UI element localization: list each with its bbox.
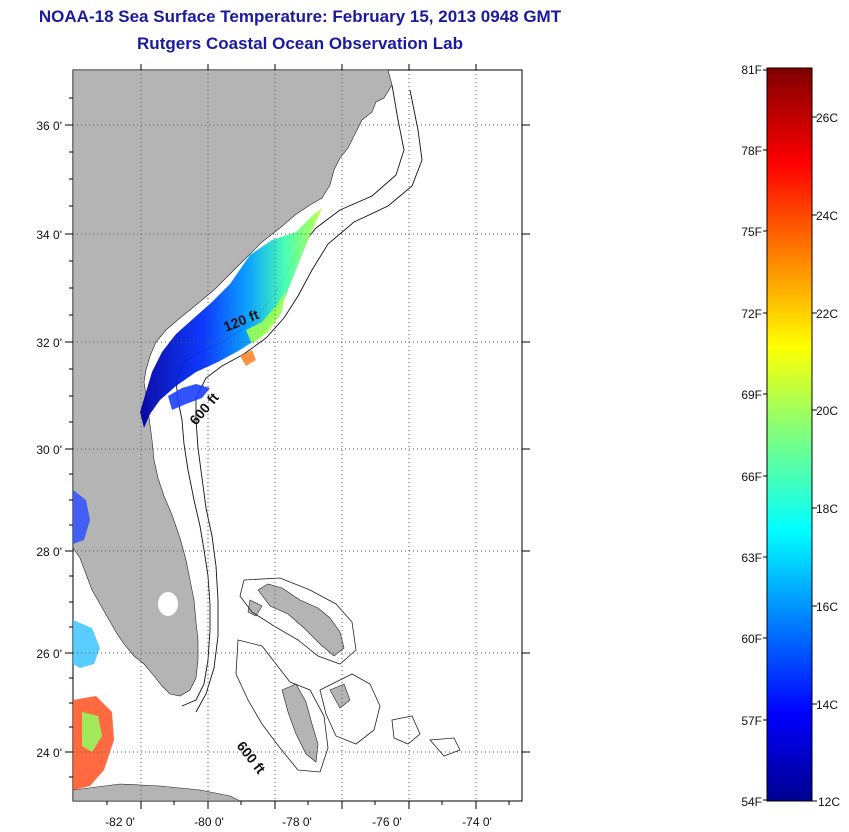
colorbar-f-label: 69F bbox=[741, 388, 762, 402]
colorbar-f-label: 57F bbox=[741, 714, 762, 728]
sst-scattered-pixels bbox=[168, 384, 210, 410]
isobath-600ft bbox=[195, 89, 423, 713]
lat-label: 26 0' bbox=[36, 647, 62, 661]
temperature-colorbar: 81F 78F 75F 72F 69F 66F 63F 60F 57F 54F … bbox=[741, 63, 840, 809]
colorbar-c-label: 24C bbox=[816, 209, 838, 223]
colorbar-gradient bbox=[766, 67, 813, 802]
colorbar-f-label: 66F bbox=[741, 470, 762, 484]
colorbar-f-label: 54F bbox=[741, 795, 762, 809]
lat-label: 24 0' bbox=[36, 746, 62, 760]
colorbar-c-label: 26C bbox=[816, 111, 838, 125]
sst-coverage-coastal bbox=[140, 208, 322, 428]
colorbar-celsius-labels: 26C 24C 22C 20C 18C 16C 14C 12C bbox=[816, 111, 840, 809]
colorbar-f-label: 63F bbox=[741, 551, 762, 565]
lon-label: -82 0' bbox=[105, 815, 135, 829]
map-subtitle: Rutgers Coastal Ocean Observation Lab bbox=[137, 34, 463, 53]
lon-label: -80 0' bbox=[194, 815, 224, 829]
bahamas-bank-contours bbox=[235, 577, 461, 773]
map-title: NOAA-18 Sea Surface Temperature: Februar… bbox=[38, 7, 562, 26]
sst-gulf-patch bbox=[73, 620, 100, 668]
colorbar-fahrenheit-ticks bbox=[763, 69, 767, 801]
colorbar-c-label: 12C bbox=[818, 795, 840, 809]
colorbar-f-label: 75F bbox=[741, 225, 762, 239]
longitude-labels: -82 0' -80 0' -78 0' -76 0' -74 0' bbox=[105, 815, 492, 829]
map-panel: 36 0' 34 0' 32 0' 30 0' 28 0' 26 0' 24 0… bbox=[36, 64, 530, 829]
sst-warm-patch bbox=[240, 350, 256, 366]
colorbar-c-label: 16C bbox=[816, 600, 838, 614]
lon-label: -78 0' bbox=[282, 815, 312, 829]
graticule bbox=[73, 70, 522, 801]
lon-label: -74 0' bbox=[462, 815, 492, 829]
colorbar-f-label: 78F bbox=[741, 144, 762, 158]
lon-label: -76 0' bbox=[372, 815, 402, 829]
landmass-us-southeast bbox=[73, 70, 393, 697]
landmass-cuba bbox=[73, 783, 241, 801]
colorbar-c-label: 20C bbox=[816, 404, 838, 418]
sst-southwest-patch bbox=[73, 490, 90, 544]
lake-okeechobee bbox=[158, 592, 178, 616]
colorbar-f-label: 72F bbox=[741, 307, 762, 321]
lat-label: 28 0' bbox=[36, 545, 62, 559]
colorbar-c-label: 18C bbox=[816, 502, 838, 516]
lat-label: 30 0' bbox=[36, 443, 62, 457]
bahamas-islands bbox=[247, 583, 351, 763]
axis-ticks bbox=[65, 64, 530, 809]
latitude-labels: 36 0' 34 0' 32 0' 30 0' 28 0' 26 0' 24 0… bbox=[36, 119, 62, 760]
lat-label: 34 0' bbox=[36, 228, 62, 242]
colorbar-c-label: 22C bbox=[816, 307, 838, 321]
lat-label: 36 0' bbox=[36, 119, 62, 133]
sst-warm-filament bbox=[246, 290, 286, 344]
colorbar-c-label: 14C bbox=[816, 698, 838, 712]
sst-keys-green bbox=[82, 712, 102, 752]
colorbar-f-label: 60F bbox=[741, 632, 762, 646]
colorbar-f-label: 81F bbox=[741, 63, 762, 77]
colorbar-fahrenheit-labels: 81F 78F 75F 72F 69F 66F 63F 60F 57F 54F bbox=[741, 63, 762, 809]
colorbar-celsius-ticks bbox=[812, 116, 817, 802]
lat-label: 32 0' bbox=[36, 336, 62, 350]
